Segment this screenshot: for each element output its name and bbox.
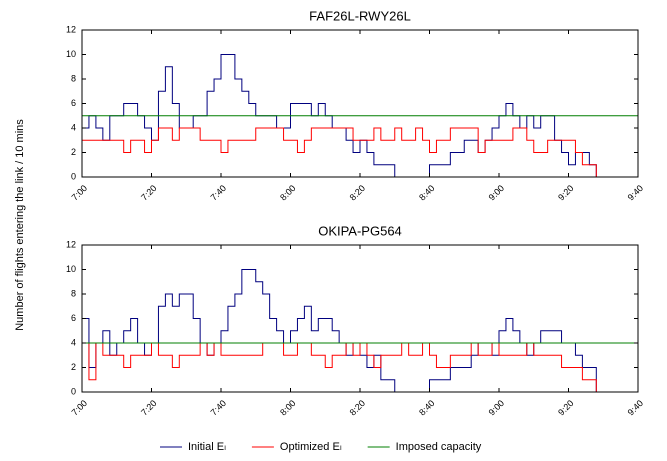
y-tick-label: 12 <box>66 239 76 249</box>
chart-title: OKIPA-PG564 <box>318 223 402 238</box>
x-tick-label: 9:20 <box>556 398 575 417</box>
x-tick-label: 8:40 <box>417 398 436 417</box>
series-line <box>82 127 604 178</box>
series-line <box>82 269 604 393</box>
x-tick-label: 7:00 <box>70 183 89 202</box>
series-line <box>82 342 604 393</box>
y-tick-label: 12 <box>66 24 76 34</box>
y-tick-label: 2 <box>71 362 76 372</box>
y-tick-label: 6 <box>71 98 76 108</box>
y-tick-label: 8 <box>71 73 76 83</box>
x-tick-label: 8:00 <box>278 183 297 202</box>
plot-frame <box>81 29 639 178</box>
y-tick-label: 8 <box>71 288 76 298</box>
y-tick-label: 10 <box>66 49 76 59</box>
y-tick-label: 4 <box>71 122 76 132</box>
x-tick-label: 8:20 <box>348 398 367 417</box>
x-tick-label: 8:20 <box>348 183 367 202</box>
y-tick-label: 0 <box>71 386 76 396</box>
x-tick-label: 7:40 <box>209 398 228 417</box>
legend-label: Optimized Eₗ <box>280 441 342 453</box>
x-tick-label: 9:40 <box>626 398 645 417</box>
y-tick-label: 6 <box>71 313 76 323</box>
x-tick-label: 9:00 <box>487 398 506 417</box>
y-tick-label: 10 <box>66 264 76 274</box>
x-tick-label: 9:00 <box>487 183 506 202</box>
legend-label: Initial Eₗ <box>188 441 226 453</box>
y-tick-label: 2 <box>71 147 76 157</box>
x-tick-label: 8:00 <box>278 398 297 417</box>
x-tick-label: 8:40 <box>417 183 436 202</box>
plot-frame <box>81 244 639 393</box>
chart-title: FAF26L-RWY26L <box>309 8 411 23</box>
x-tick-label: 9:40 <box>626 183 645 202</box>
x-tick-label: 9:20 <box>556 183 575 202</box>
x-tick-label: 7:20 <box>139 183 158 202</box>
x-tick-label: 7:00 <box>70 398 89 417</box>
y-tick-label: 4 <box>71 337 76 347</box>
y-axis-label: Number of flights entering the link / 10… <box>14 119 26 331</box>
x-tick-label: 7:20 <box>139 398 158 417</box>
legend-label: Imposed capacity <box>396 441 482 453</box>
x-tick-label: 7:40 <box>209 183 228 202</box>
y-tick-label: 0 <box>71 171 76 181</box>
